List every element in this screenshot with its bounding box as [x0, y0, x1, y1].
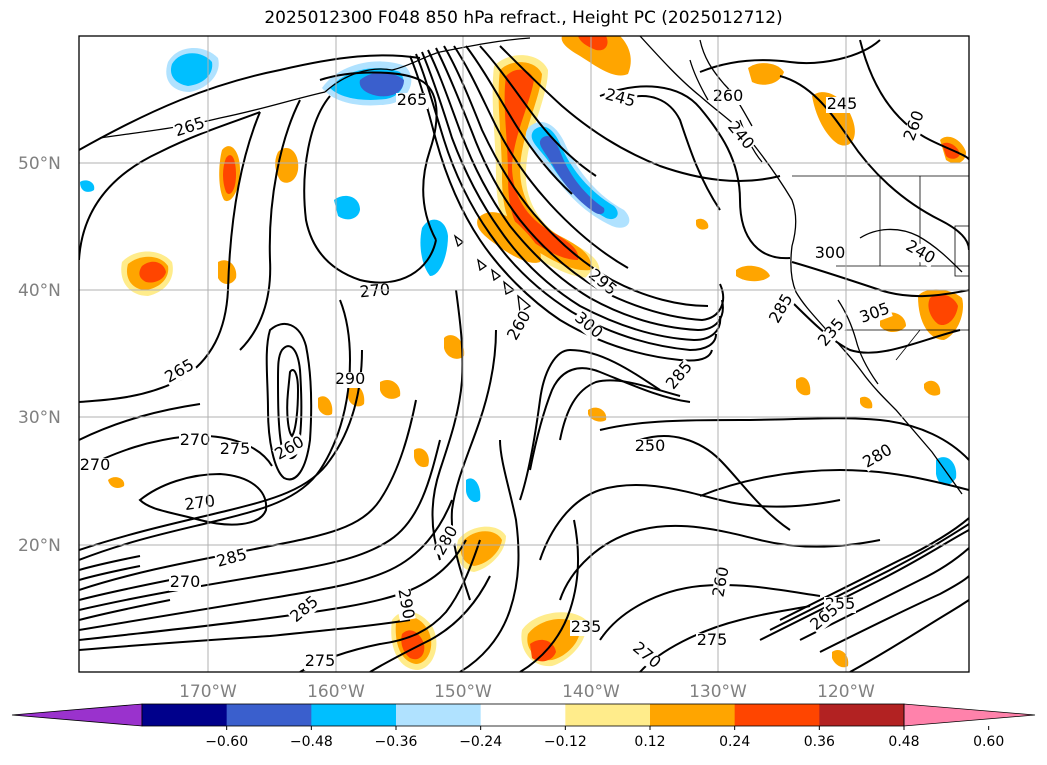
contour-label-bg: [634, 439, 666, 455]
gridlines: [79, 36, 969, 672]
lon-label: 140°W: [562, 682, 620, 702]
longitude-labels: 170°W 160°W 150°W 140°W 130°W 120°W: [179, 682, 875, 702]
colorbar-extend-high: [903, 703, 1036, 727]
contour-label: 275: [220, 439, 251, 458]
colorbar-segment: [311, 704, 397, 726]
colorbar-tick-label: 0.36: [804, 734, 835, 750]
contour-label-bg: [767, 291, 797, 327]
map-frame: [78, 35, 970, 673]
contour-label-bg: [358, 282, 392, 302]
colorbar-tick-label: −0.24: [459, 734, 502, 750]
contour-label-bg: [902, 108, 928, 144]
contour-label-bg: [287, 593, 323, 627]
contour-label: 300: [815, 243, 846, 262]
colorbar-segment: [226, 704, 312, 726]
colorbar-tick-label: −0.48: [290, 734, 333, 750]
colorbar-tick-label: 0.48: [888, 734, 919, 750]
contour-label-bg: [162, 357, 198, 387]
chart-title: 2025012300 F048 850 hPa refract., Height…: [264, 8, 783, 28]
coastlines: [99, 36, 969, 495]
contour-label-bg: [79, 458, 111, 474]
contour-label-bg: [179, 433, 211, 449]
colorbar-frame: [141, 703, 905, 727]
colorbar-segment: [396, 704, 482, 726]
latitude-labels: 50°N 40°N 30°N 20°N: [18, 154, 61, 556]
height-contours: [79, 39, 969, 672]
contour-label: 270: [170, 572, 201, 591]
contour-label: 275: [697, 630, 728, 649]
contour-label: 275: [305, 651, 336, 670]
contour-label-bg: [807, 601, 843, 635]
contour-label: 290: [335, 369, 366, 388]
colorbar-segment: [650, 704, 736, 726]
lon-label: 130°W: [689, 682, 747, 702]
colorbar-segment: [565, 704, 651, 726]
lat-label: 20°N: [18, 536, 61, 556]
contour-label-bg: [815, 315, 849, 351]
contour-label-bg: [304, 654, 336, 670]
lat-label: 50°N: [18, 154, 61, 174]
lon-label: 160°W: [307, 682, 365, 702]
contour-label-bg: [272, 434, 308, 464]
contour-label-bg: [214, 547, 250, 571]
contour-label-bg: [860, 442, 896, 472]
colorbar-extend-low: [11, 703, 143, 727]
contour-label-bg: [696, 633, 728, 649]
lon-label: 120°W: [817, 682, 875, 702]
colorbar-segment: [734, 704, 820, 726]
contour-label-bg: [172, 115, 208, 141]
contour-label-bg: [663, 358, 697, 394]
colorbar-tick-label: −0.36: [375, 734, 418, 750]
contour-label: 270: [359, 280, 391, 302]
contour-label-bg: [394, 586, 416, 622]
colorbar-tick-label: 0.12: [634, 734, 665, 750]
lat-label: 40°N: [18, 281, 61, 301]
contour-label: 235: [571, 617, 602, 636]
contour-label: 245: [827, 94, 858, 113]
colorbar-segment: [480, 704, 566, 726]
colorbar-tick-label: −0.12: [544, 734, 587, 750]
colorbar-tick-label: −0.60: [205, 734, 248, 750]
contour-label: 270: [80, 455, 111, 474]
colorbar: −0.60 −0.48 −0.36 −0.24 −0.12 0.12 0.24 0.36 0.4…: [11, 703, 1036, 750]
contour-label: 250: [635, 436, 666, 455]
contour-label: 265: [397, 90, 428, 109]
contour-label-bg: [857, 301, 893, 327]
contour-label-bg: [432, 523, 462, 559]
lat-label: 30°N: [18, 408, 61, 428]
contour-label-bg: [723, 118, 757, 154]
lon-label: 170°W: [179, 682, 237, 702]
contour-label-bg: [169, 575, 201, 591]
contour-label-bg: [334, 372, 366, 388]
colorbar-segment: [819, 704, 905, 726]
contour-label-bg: [712, 89, 744, 105]
contour-label-bg: [814, 246, 846, 262]
contour-label-bg: [396, 93, 428, 109]
contour-label-bg: [505, 308, 535, 344]
contour-label: 260: [713, 86, 744, 105]
colorbar-tick-label: 0.24: [719, 734, 750, 750]
contour-label-bg: [570, 309, 606, 343]
lon-label: 150°W: [434, 682, 492, 702]
colorbar-segment: [142, 704, 228, 726]
contour-label-bg: [711, 564, 733, 600]
contour-label-bg: [826, 97, 858, 113]
contour-label-bg: [570, 620, 602, 636]
contour-label-bg: [628, 639, 664, 672]
contour-label: 270: [180, 430, 211, 449]
contour-label-bg: [584, 266, 620, 300]
contour-label-bg: [902, 238, 938, 268]
colorbar-tick-label: 0.60: [973, 734, 1004, 750]
contour-label-bg: [219, 442, 251, 458]
